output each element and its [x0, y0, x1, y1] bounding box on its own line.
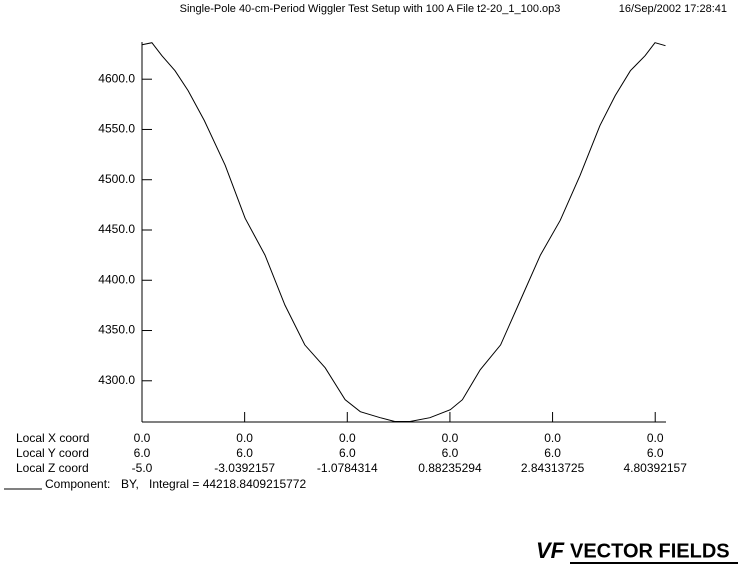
- x-tick-label: 0.0: [442, 431, 459, 445]
- legend-entry: BY,: [121, 477, 139, 491]
- x-tick-label: 6.0: [339, 446, 356, 460]
- y-tick-label: 4500.0: [98, 172, 135, 186]
- y-tick-label: 4550.0: [98, 122, 135, 136]
- x-tick-label: 6.0: [236, 446, 253, 460]
- row-title: Local Y coord: [16, 446, 89, 460]
- logo-mark: VF: [536, 538, 565, 563]
- x-tick-label: -3.0392157: [214, 461, 275, 475]
- chart-title: Single-Pole 40-cm-Period Wiggler Test Se…: [180, 3, 561, 15]
- x-tick-label: 0.0: [134, 431, 151, 445]
- y-tick-label: 4600.0: [98, 71, 135, 85]
- integral: Integral = 44218.8409215772: [149, 477, 306, 491]
- x-tick-label: 6.0: [544, 446, 561, 460]
- y-tick-label: 4400.0: [98, 272, 135, 286]
- x-tick-label: 0.0: [647, 431, 664, 445]
- x-tick-label: 0.0: [544, 431, 561, 445]
- data-line: [141, 42, 666, 422]
- legend-prefix: Component:: [45, 477, 110, 491]
- x-tick-label: 6.0: [647, 446, 664, 460]
- y-tick-label: 4350.0: [98, 323, 135, 337]
- x-tick-label: -1.0784314: [317, 461, 378, 475]
- x-tick-label: 0.0: [236, 431, 253, 445]
- x-tick-label: 0.88235294: [418, 461, 482, 475]
- x-tick-label: 6.0: [134, 446, 151, 460]
- logo-text: VECTOR FIELDS: [570, 540, 730, 562]
- row-title: Local Z coord: [16, 461, 89, 475]
- x-tick-label: 0.0: [339, 431, 356, 445]
- y-tick-label: 4450.0: [98, 222, 135, 236]
- row-title: Local X coord: [16, 431, 89, 445]
- x-tick-label: 4.80392157: [624, 461, 688, 475]
- x-tick-label: 6.0: [442, 446, 459, 460]
- date: 16/Sep/2002 17:28:41: [619, 3, 727, 15]
- x-tick-label: -5.0: [132, 461, 153, 475]
- y-tick-label: 4300.0: [98, 373, 135, 387]
- x-tick-label: 2.84313725: [521, 461, 585, 475]
